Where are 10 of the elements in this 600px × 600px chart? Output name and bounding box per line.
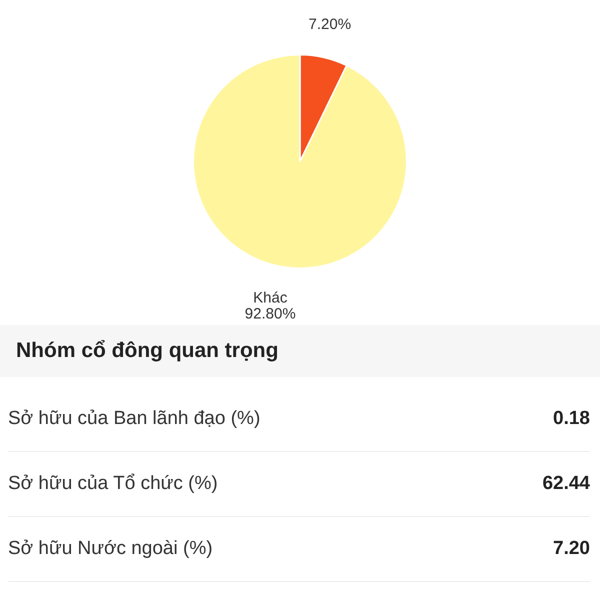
text: Nhóm cổ đông quan trọng xyxy=(0,325,600,377)
category-label: Sở hữu Nước ngoài (%) xyxy=(8,538,213,560)
data-label: 92.80% xyxy=(244,306,296,323)
category-label: Sở hữu của Tổ chức (%) xyxy=(8,473,218,495)
text: 7.20 xyxy=(553,538,590,559)
slice-label: Khác xyxy=(253,290,288,307)
data-label: 7.20% xyxy=(308,16,352,33)
category-label: Sở hữu của Ban lãnh đạo (%) xyxy=(8,408,260,430)
text: 0.18 xyxy=(553,408,590,429)
text: 62.44 xyxy=(542,473,590,494)
